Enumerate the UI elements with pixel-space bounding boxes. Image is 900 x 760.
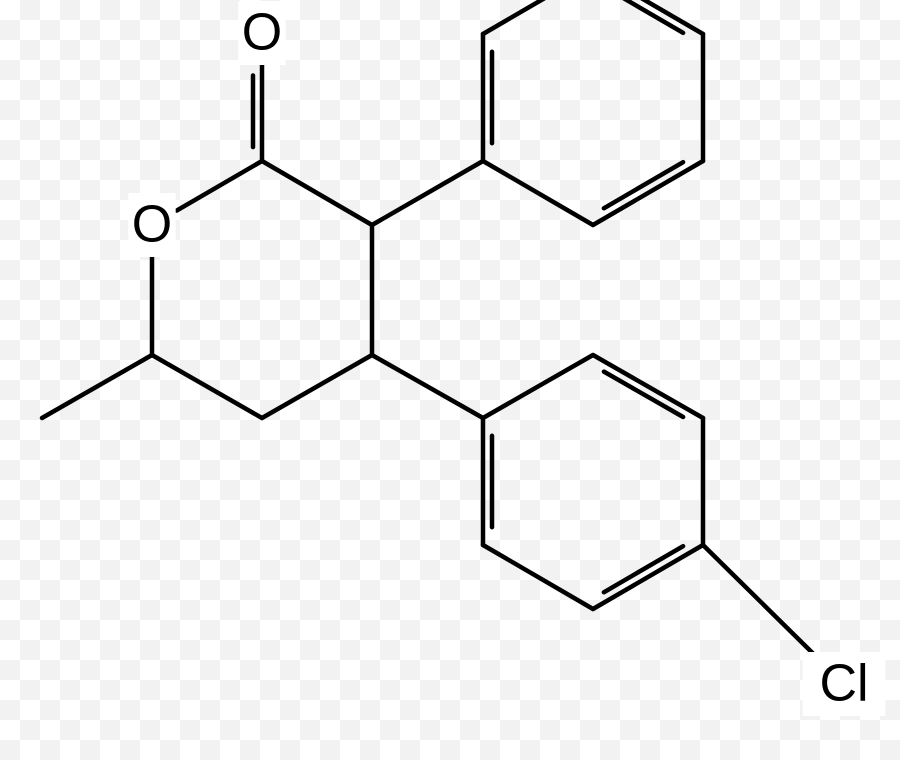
stage: O O Cl (0, 0, 900, 760)
atom-labels: O O Cl (128, 1, 885, 716)
bonds (42, 0, 824, 664)
chemical-structure-diagram: O O Cl (0, 0, 900, 760)
atom-label-O_dbl: O (242, 3, 282, 61)
atom-label-Cl: Cl (819, 654, 868, 712)
atom-label-O_ring: O (132, 195, 172, 253)
